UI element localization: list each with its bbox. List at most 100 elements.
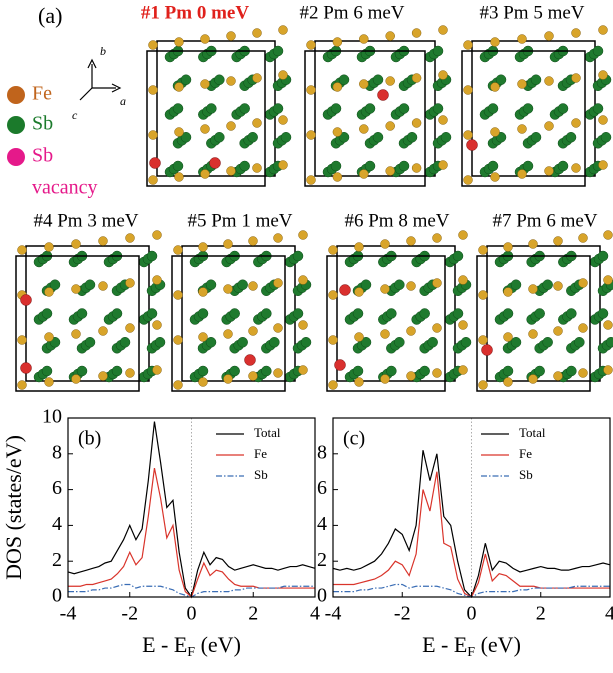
fe-atom	[385, 121, 395, 131]
fe-atom	[200, 79, 210, 89]
fe-atom	[17, 245, 27, 255]
sb-atom	[205, 279, 217, 290]
fe-atom	[458, 320, 468, 330]
sb-atom	[269, 337, 280, 348]
vacancy	[481, 344, 493, 356]
sb-atom	[597, 250, 609, 262]
cell-front	[304, 50, 426, 187]
fe-atom	[463, 175, 473, 185]
sb-atom	[419, 308, 430, 319]
fe-atom	[359, 169, 369, 179]
fe-atom	[306, 40, 316, 50]
fe-atom	[223, 374, 233, 384]
x-tick-label: 4	[310, 603, 320, 625]
fe-atom	[490, 82, 500, 92]
fe-atom	[463, 40, 473, 50]
y-tick-label: 10	[42, 406, 62, 428]
crystal	[146, 25, 292, 187]
fe-atom	[359, 34, 369, 44]
x-tick-label: -2	[121, 603, 138, 625]
x-tick-label: 2	[248, 603, 258, 625]
fe-atom	[252, 73, 262, 83]
sb-atom	[84, 279, 96, 290]
sb-atom	[592, 103, 604, 114]
sb-atom	[239, 160, 250, 172]
sb-atom	[452, 308, 464, 319]
fe-atom	[528, 374, 538, 384]
fe-atom	[544, 166, 554, 176]
fe-atom	[578, 278, 588, 288]
fe-atom	[198, 287, 208, 297]
fe-atom	[273, 233, 283, 243]
fe-atom	[438, 70, 448, 80]
x-label-part: (eV)	[195, 632, 241, 657]
structure-title: #5 Pm 1 meV	[187, 210, 292, 231]
crystal	[461, 25, 612, 187]
fe-atom	[17, 335, 27, 345]
sb-atom	[41, 308, 53, 319]
fe-atom	[248, 371, 258, 381]
fe-atom	[438, 115, 448, 125]
sb-atom	[386, 308, 397, 319]
c-axis	[79, 87, 93, 101]
fe-atom	[152, 230, 162, 240]
y-tick-label: 6	[317, 477, 327, 499]
sb-atom	[460, 337, 472, 348]
y-tick-label: 4	[317, 513, 327, 535]
sb-atom	[229, 308, 240, 319]
x-label-part: E - E	[422, 632, 467, 657]
fe-atom	[173, 335, 183, 345]
fe-atom	[278, 70, 288, 80]
fe-atom	[148, 85, 158, 95]
sb-atom	[398, 103, 410, 114]
x-tick-label: 4	[605, 603, 613, 625]
sb-atom	[510, 337, 522, 348]
fe-atom	[463, 85, 473, 95]
sb-atom	[330, 160, 342, 172]
sb-atom	[530, 74, 542, 85]
sb-atom	[300, 337, 312, 348]
fe-atom	[432, 233, 442, 243]
legend-label: Sb	[254, 467, 268, 482]
fe-atom	[544, 76, 554, 86]
y-tick-label: 6	[52, 477, 62, 499]
fe-atom	[503, 332, 513, 342]
fe-atom	[490, 172, 500, 182]
crystal	[304, 25, 452, 187]
fe-atom	[278, 25, 288, 35]
panel-label: (b)	[78, 428, 101, 450]
sb-atom	[237, 337, 248, 348]
sb-atom	[557, 103, 569, 114]
cell-front	[326, 255, 446, 392]
fe-atom	[598, 115, 608, 125]
fe-atom	[98, 236, 108, 246]
fe-atom	[125, 368, 135, 378]
vacancy	[244, 354, 256, 366]
fe-atom	[458, 365, 468, 375]
fe-atom	[571, 118, 581, 128]
sb-atom	[364, 103, 376, 114]
fe-atom	[432, 368, 442, 378]
fe-atom	[603, 365, 613, 375]
sb-atom	[574, 337, 585, 348]
panel-label: (a)	[38, 3, 62, 28]
fe-atom	[354, 287, 364, 297]
fe-atom	[332, 37, 343, 47]
cell-front	[461, 50, 586, 187]
legend-label: Sb	[519, 467, 533, 482]
fe-atom	[200, 34, 210, 44]
sb-atom	[247, 132, 258, 143]
x-label-part: (eV)	[475, 632, 521, 657]
sb-atom	[372, 74, 384, 85]
fe-atom	[571, 28, 581, 38]
fe-atom	[438, 160, 448, 170]
structure-title: #2 Pm 6 meV	[299, 2, 404, 23]
sb-atom	[406, 132, 418, 143]
fe-atom	[125, 278, 135, 288]
fe-atom	[332, 82, 343, 92]
y-tick-label: 8	[52, 441, 62, 463]
fe-atom	[503, 287, 513, 297]
sb-atom	[338, 74, 350, 85]
y-tick-label: 4	[52, 513, 62, 535]
fe-atom	[252, 28, 262, 38]
